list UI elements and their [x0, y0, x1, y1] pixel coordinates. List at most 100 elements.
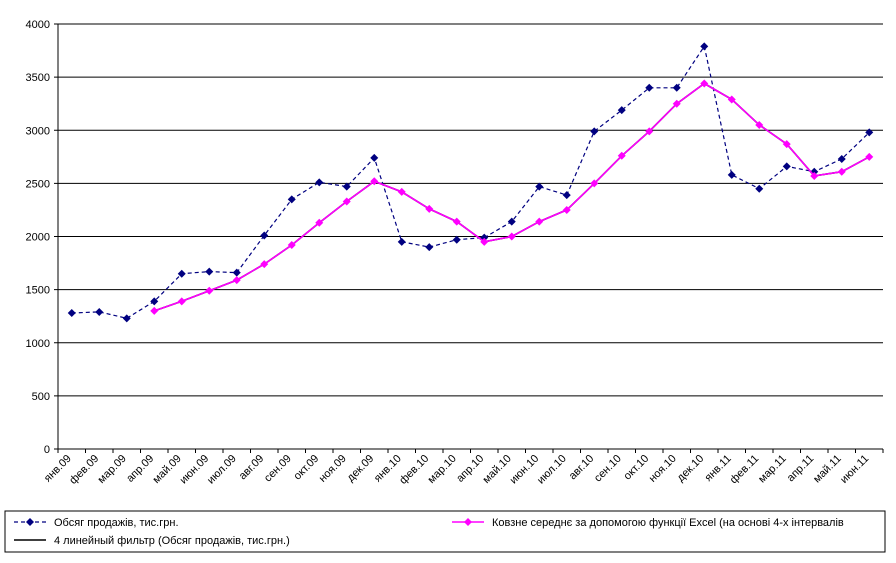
series-moving-average-point [425, 204, 434, 213]
series-sales-point [507, 217, 516, 226]
x-tick-label: июн.10 [508, 453, 542, 487]
series-moving-average-point [727, 95, 736, 104]
series-sales-point [590, 127, 599, 136]
series-sales-point [67, 309, 76, 317]
series-sales-point [700, 42, 709, 51]
x-tick-label: ноя.10 [647, 453, 679, 485]
series-sales-point [122, 314, 131, 323]
x-tick-label: дек.10 [675, 453, 707, 485]
series-moving-average-point [755, 120, 764, 129]
legend-entry-linear-filter: 4 линейный фильтр (Обсяг продажів, тис.г… [14, 535, 290, 547]
x-tick-label: окт.09 [292, 453, 322, 483]
x-tick-label: ноя.09 [317, 453, 349, 485]
series-sales-point [287, 195, 296, 204]
series-sales-point [315, 178, 324, 187]
x-tick-label: фев.11 [728, 453, 762, 487]
x-tick-label: апр.09 [124, 453, 156, 485]
x-tick-labels: янв.09фев.09мар.09апр.09май.09июн.09июл.… [42, 453, 871, 487]
series-moving-average-point [837, 167, 846, 176]
series-moving-average-point [177, 297, 186, 306]
series-moving-average-point [287, 241, 296, 249]
series-sales-point [397, 237, 406, 246]
series-sales-point [232, 268, 241, 277]
y-tick-label: 1500 [26, 285, 50, 297]
axes [54, 23, 884, 453]
series-moving-average-point [700, 79, 709, 88]
x-tick-label: май.10 [481, 453, 514, 486]
series-moving-average-point [645, 127, 654, 136]
x-tick-label: июн.11 [838, 453, 871, 486]
series-moving-average-point [315, 218, 324, 227]
series-moving-average-point [672, 99, 681, 108]
x-tick-label: фев.10 [397, 453, 431, 487]
series-moving-average-point [507, 232, 516, 241]
series-sales-point [645, 83, 654, 92]
series-sales-line [71, 44, 870, 319]
series-moving-average-line [154, 82, 870, 312]
x-tick-label: сен.09 [262, 453, 294, 485]
series-moving-average-point [150, 306, 159, 315]
y-tick-label: 2500 [26, 178, 50, 190]
series-sales-point [617, 106, 626, 115]
series-sales-point [260, 231, 269, 240]
legend-entry-sales: Обсяг продажів, тис.грн. [14, 517, 179, 529]
series-moving-average-point [397, 187, 406, 196]
series-moving-average-point [480, 237, 489, 246]
x-tick-label: дек.09 [345, 453, 377, 485]
series-sales-point [535, 182, 544, 191]
x-tick-label: июл.10 [535, 453, 569, 487]
series [67, 42, 874, 323]
y-tick-label: 4000 [26, 19, 50, 31]
series-moving-average-point [370, 177, 379, 186]
x-tick-label: май.09 [151, 453, 184, 486]
y-tick-label: 500 [32, 391, 50, 403]
series-moving-average-point [782, 140, 791, 149]
legend-label-linear-filter: 4 линейный фильтр (Обсяг продажів, тис.г… [54, 535, 290, 547]
series-sales-point [837, 154, 846, 163]
series-sales-point [865, 128, 874, 137]
x-tick-label: апр.11 [785, 453, 817, 485]
legend-entry-moving-average: Ковзне середнє за допомогою функції Exce… [452, 517, 844, 529]
legend-swatch-sales-marker [26, 518, 34, 526]
legend-box [4, 510, 886, 553]
x-tick-label: май.11 [811, 453, 844, 486]
series-moving-average-point [452, 217, 461, 226]
x-tick-label: авг.09 [237, 453, 267, 483]
series-moving-average-point [562, 205, 571, 214]
series-moving-average-point [342, 197, 351, 206]
x-tick-label: мар.11 [756, 453, 789, 486]
y-tick-label: 3000 [26, 125, 50, 137]
series-sales-point [452, 235, 461, 244]
series-sales-point [672, 83, 681, 92]
series-moving-average-point [810, 171, 819, 180]
x-tick-label: сен.10 [592, 453, 624, 485]
x-tick-label: авг.10 [567, 453, 597, 483]
y-tick-labels: 0 500 1000 1500 2000 2500 3000 3500 4000 [26, 19, 50, 456]
y-tick-label: 0 [44, 444, 50, 456]
series-sales-point [755, 184, 764, 193]
series-sales-point [95, 307, 104, 316]
series-moving-average-point [232, 276, 241, 285]
series-moving-average-point [617, 151, 626, 160]
series-sales-point [425, 243, 434, 252]
series-sales-point [727, 170, 736, 179]
x-tick-label: апр.10 [454, 453, 486, 485]
series-moving-average-point [590, 179, 599, 188]
x-tick-label: мар.09 [96, 453, 129, 486]
series-sales-point [150, 297, 159, 306]
legend: Обсяг продажів, тис.грн. Ковзне середнє … [4, 510, 886, 553]
series-sales-point [205, 267, 214, 276]
series-moving-average-point [535, 217, 544, 226]
y-tick-label: 1000 [26, 338, 50, 350]
series-moving-average-point [205, 286, 214, 295]
series-moving-average-point [865, 152, 874, 161]
y-tick-label: 2000 [26, 232, 50, 244]
series-sales-point [370, 153, 379, 162]
x-tick-label: июн.09 [178, 453, 212, 487]
series-linear-filter-line [154, 82, 870, 312]
gridlines [58, 23, 883, 397]
series-sales-point [342, 182, 351, 191]
series-sales-point [562, 191, 571, 200]
legend-swatch-ma-marker [464, 518, 472, 526]
